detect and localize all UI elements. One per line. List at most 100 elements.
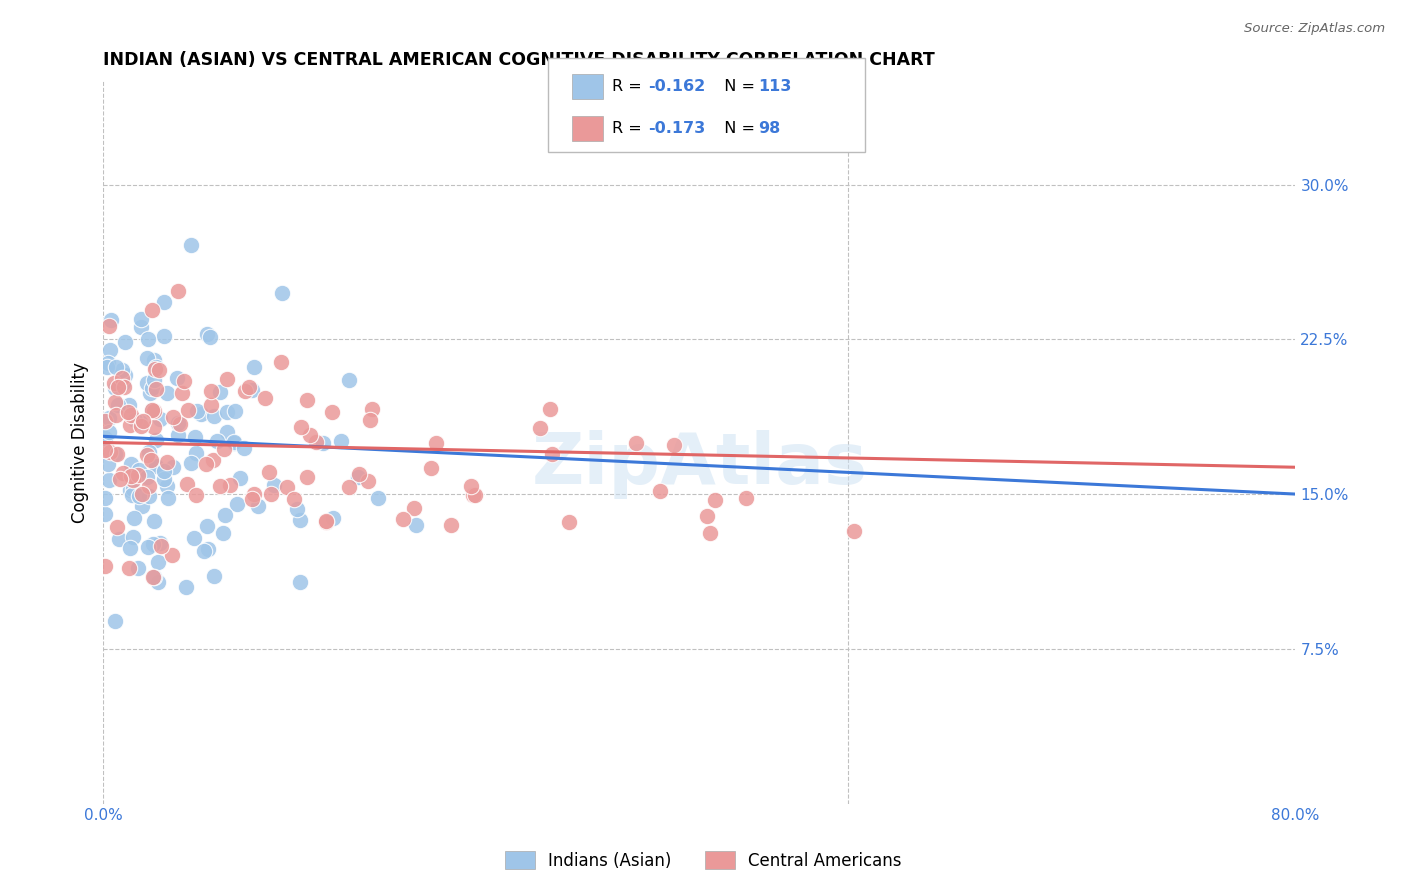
- Point: [540, 447, 562, 461]
- Point: [128, 490, 150, 504]
- Point: [141, 452, 163, 467]
- Point: [118, 399, 141, 413]
- Point: [172, 385, 194, 400]
- Point: [288, 513, 311, 527]
- Point: [167, 416, 190, 430]
- Point: [177, 402, 200, 417]
- Point: [111, 376, 134, 390]
- Point: [209, 479, 232, 493]
- Point: [121, 488, 143, 502]
- Point: [143, 514, 166, 528]
- Point: [142, 569, 165, 583]
- Point: [93, 414, 115, 428]
- Point: [190, 407, 212, 421]
- Point: [118, 561, 141, 575]
- Text: N =: N =: [714, 78, 761, 94]
- Point: [104, 447, 127, 461]
- Text: -0.162: -0.162: [648, 78, 706, 94]
- Point: [162, 409, 184, 424]
- Point: [155, 455, 177, 469]
- Point: [157, 491, 180, 505]
- Point: [141, 403, 163, 417]
- Point: [107, 398, 129, 412]
- Point: [153, 294, 176, 309]
- Point: [136, 540, 159, 554]
- Point: [357, 475, 380, 489]
- Point: [94, 558, 117, 573]
- Point: [132, 413, 155, 427]
- Point: [246, 499, 269, 513]
- Point: [142, 352, 165, 367]
- Point: [330, 434, 353, 448]
- Point: [142, 537, 165, 551]
- Point: [243, 360, 266, 375]
- Point: [463, 488, 485, 502]
- Point: [145, 434, 167, 448]
- Point: [440, 518, 463, 533]
- Point: [404, 500, 426, 515]
- Point: [367, 491, 389, 505]
- Point: [112, 466, 135, 480]
- Point: [194, 457, 217, 471]
- Point: [131, 319, 153, 334]
- Point: [104, 615, 127, 629]
- Point: [217, 425, 239, 440]
- Point: [200, 384, 222, 398]
- Point: [169, 417, 191, 431]
- Point: [735, 491, 758, 505]
- Point: [193, 544, 215, 558]
- Point: [176, 477, 198, 491]
- Point: [173, 374, 195, 388]
- Point: [98, 343, 121, 357]
- Point: [225, 497, 247, 511]
- Point: [240, 383, 263, 397]
- Point: [322, 511, 344, 525]
- Point: [214, 508, 236, 522]
- Point: [103, 376, 125, 390]
- Point: [93, 491, 115, 505]
- Point: [271, 286, 294, 301]
- Point: [198, 330, 221, 344]
- Point: [405, 518, 427, 533]
- Point: [141, 403, 163, 417]
- Point: [135, 470, 157, 484]
- Point: [240, 491, 263, 506]
- Point: [122, 482, 145, 496]
- Point: [120, 457, 142, 471]
- Point: [160, 548, 183, 562]
- Point: [180, 237, 202, 252]
- Legend: Indians (Asian), Central Americans: Indians (Asian), Central Americans: [498, 845, 908, 877]
- Point: [184, 430, 207, 444]
- Point: [186, 446, 208, 460]
- Point: [107, 380, 129, 394]
- Point: [138, 479, 160, 493]
- Point: [315, 514, 337, 528]
- Point: [260, 487, 283, 501]
- Point: [136, 332, 159, 346]
- Point: [142, 420, 165, 434]
- Point: [263, 478, 285, 492]
- Point: [97, 356, 120, 370]
- Point: [94, 507, 117, 521]
- Point: [200, 398, 222, 412]
- Point: [112, 380, 135, 394]
- Point: [425, 435, 447, 450]
- Point: [201, 452, 224, 467]
- Point: [93, 442, 115, 457]
- Point: [347, 467, 370, 482]
- Point: [311, 435, 333, 450]
- Point: [149, 536, 172, 550]
- Point: [118, 417, 141, 432]
- Point: [242, 487, 264, 501]
- Point: [347, 470, 370, 484]
- Point: [361, 402, 384, 417]
- Point: [152, 464, 174, 478]
- Text: ZipAtlas: ZipAtlas: [531, 430, 868, 499]
- Point: [98, 410, 121, 425]
- Point: [118, 541, 141, 555]
- Point: [842, 524, 865, 539]
- Point: [120, 408, 142, 422]
- Point: [460, 479, 482, 493]
- Point: [98, 425, 121, 440]
- Point: [202, 569, 225, 583]
